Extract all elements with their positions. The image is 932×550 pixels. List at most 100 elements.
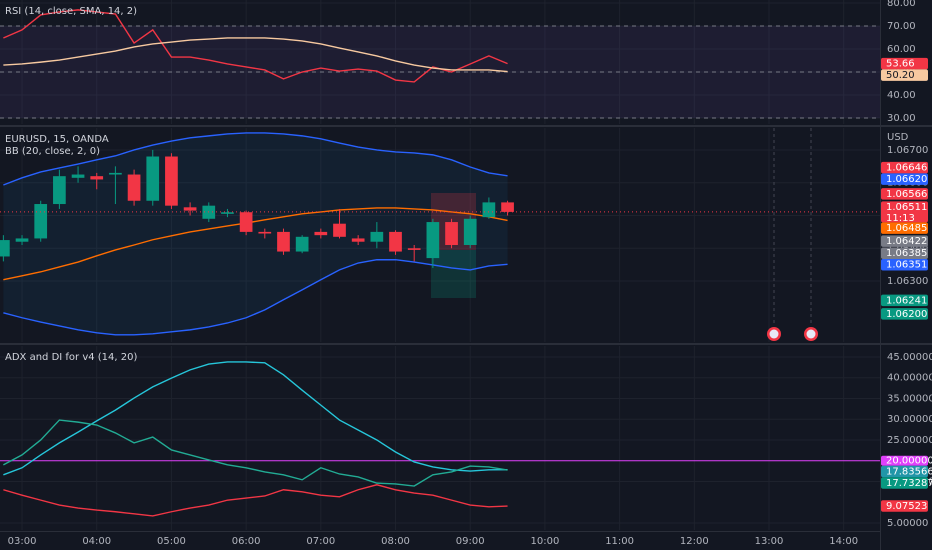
y-tick-label: 30.00000 [887, 414, 932, 425]
y-tick-label: 1.06700 [887, 145, 928, 156]
event-flag-inner [806, 329, 816, 339]
series-line [3, 361, 508, 476]
x-tick-label: 07:00 [306, 536, 335, 547]
y-tick-label: 70.00 [887, 21, 916, 32]
axis-label: 1.06646 [886, 163, 927, 174]
x-tick-label: 09:00 [456, 536, 485, 547]
pane-title: EURUSD, 15, OANDA [5, 134, 109, 145]
currency: USD [887, 132, 909, 143]
x-tick-label: 05:00 [157, 536, 186, 547]
axis-label-box [881, 308, 928, 320]
series-line [3, 37, 508, 73]
axis-label: 1.06566 [886, 189, 927, 200]
candle-body [221, 212, 234, 214]
candle-body [333, 223, 346, 237]
x-tick-label: 03:00 [8, 536, 37, 547]
axis-label-box [881, 69, 928, 81]
axis-label-box [881, 477, 928, 489]
pane-title: ADX and DI for v4 (14, 20) [5, 352, 137, 363]
axis-label-box [881, 188, 928, 200]
candle-body [258, 231, 272, 234]
axis-label-box [881, 258, 928, 271]
y-tick-label: 35.00000 [887, 393, 932, 404]
axis-label-box [881, 57, 928, 70]
axis-label-box [881, 235, 928, 247]
x-tick-label: 13:00 [755, 536, 784, 547]
axis-label-box [881, 465, 928, 478]
candle-body [295, 236, 309, 252]
candle-body [53, 176, 66, 205]
axis-label: 1.06511 [886, 202, 927, 213]
axis-label: 20.00000 [886, 456, 932, 467]
candle-body [426, 222, 440, 259]
candle-body [0, 240, 10, 257]
axis-label-box [881, 173, 928, 185]
axis-label: 9.07523 [886, 501, 927, 512]
y-tick-label: 40.00000 [887, 373, 932, 384]
axis-label: 1.06422 [886, 236, 927, 247]
axis-layer: 03:00 04:00 05:00 06:00 07:00 08:00 09:00 10:00… [5, 0, 932, 547]
time-axis-border [0, 531, 880, 532]
axis-label-box [881, 247, 928, 259]
axis-label: 1.06241 [886, 295, 927, 306]
axis-label-box [881, 500, 928, 512]
y-tick-label: 5.00000 [887, 518, 928, 529]
candle-body [127, 174, 141, 201]
candle-body [109, 172, 122, 175]
x-tick-label: 10:00 [530, 536, 559, 547]
candle-body [501, 202, 514, 212]
candle-body [482, 202, 496, 218]
axis-label: 17.73287 [886, 478, 932, 489]
candle-body [277, 231, 290, 252]
axis-label-box [881, 455, 928, 466]
axis-label-box [881, 222, 928, 234]
candle-body [90, 176, 104, 180]
series-line [3, 259, 508, 336]
axis-label: 53.66 [886, 59, 915, 70]
axis-label: 50.20 [886, 70, 915, 81]
pane-separator [0, 125, 932, 127]
event-flag-inner [769, 329, 779, 339]
candle-body [165, 156, 178, 206]
x-tick-label: 04:00 [82, 536, 111, 547]
x-tick-label: 11:00 [605, 536, 634, 547]
candle-body [183, 207, 197, 211]
axis-label: 1.06620 [886, 174, 927, 185]
candle-body [463, 218, 477, 245]
series-line [3, 9, 508, 83]
axis-label-box [881, 161, 928, 174]
y-tick-label: 45.00000 [887, 352, 932, 363]
series-line [3, 132, 508, 186]
axis-label: 1.06485 [886, 223, 927, 234]
axis-label: 1.06200 [886, 309, 927, 320]
candle-body [71, 174, 85, 178]
candle-body [445, 222, 458, 245]
candle-body [314, 231, 328, 236]
axis-label: 17.83566 [886, 466, 932, 477]
y-tick-label: 1.06300 [887, 276, 928, 287]
x-tick-label: 06:00 [232, 536, 261, 547]
pane-title: RSI (14, close, SMA, 14, 2) [5, 6, 137, 17]
candle-body [15, 238, 29, 242]
x-tick-label: 08:00 [381, 536, 410, 547]
axis-label-box [881, 201, 928, 223]
candle-body [146, 156, 160, 201]
series-line [3, 484, 508, 517]
candle-body [239, 212, 253, 232]
y-tick-label: 80.00 [887, 0, 916, 9]
candle-body [407, 248, 421, 250]
y-tick-label: 25.00000 [887, 435, 932, 446]
axis-label: 1.06385 [886, 248, 927, 259]
price-axis-border [880, 0, 881, 550]
candle-body [370, 231, 384, 242]
plot-layer [0, 9, 880, 517]
axis-label-box [881, 294, 928, 307]
x-tick-label: 14:00 [829, 536, 858, 547]
pane-separator [0, 343, 932, 345]
candle-body [389, 231, 402, 252]
y-tick-label: 60.00 [887, 44, 916, 55]
axis-label: 1.06351 [886, 260, 927, 271]
